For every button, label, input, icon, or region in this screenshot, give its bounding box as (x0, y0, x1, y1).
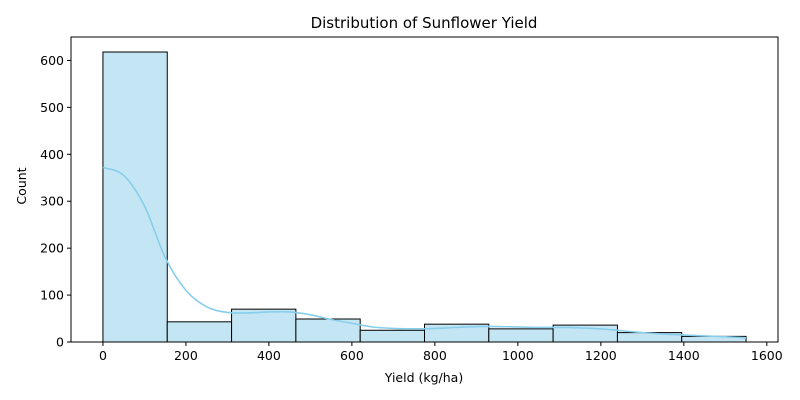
bars-layer (102, 51, 747, 343)
y-tick-label: 100 (40, 288, 64, 303)
plot-frame (70, 36, 779, 343)
y-axis-ticks: 0 100 200 300 400 500 600 (40, 53, 71, 350)
y-tick-label: 600 (40, 53, 64, 68)
x-tick-label: 1200 (585, 348, 617, 363)
y-tick-label: 500 (40, 100, 64, 115)
histogram-bar-6 (488, 328, 554, 343)
histogram-bar-1 (166, 321, 233, 343)
x-tick-label: 0 (99, 348, 107, 363)
kde-curve (102, 166, 747, 339)
x-tick-label: 1600 (751, 348, 783, 363)
y-tick-label: 300 (40, 194, 64, 209)
x-tick-label: 400 (257, 348, 281, 363)
y-tick-label: 0 (56, 335, 64, 350)
x-axis-ticks: 0 200 400 600 800 1000 1200 1400 1600 (99, 342, 783, 363)
kde-layer (102, 166, 747, 339)
y-tick-label: 200 (40, 241, 64, 256)
histogram-bar-4 (359, 329, 425, 343)
y-axis-label: Count (14, 167, 29, 204)
x-tick-label: 600 (340, 348, 364, 363)
x-tick-label: 200 (174, 348, 198, 363)
histogram-bar-2 (231, 308, 297, 343)
histogram-bar-0 (102, 51, 168, 343)
x-tick-label: 1000 (502, 348, 534, 363)
x-tick-label: 800 (423, 348, 447, 363)
chart-title: Distribution of Sunflower Yield (311, 14, 538, 32)
y-tick-label: 400 (40, 147, 64, 162)
x-tick-label: 1400 (668, 348, 700, 363)
x-axis-label: Yield (kg/ha) (384, 370, 463, 385)
